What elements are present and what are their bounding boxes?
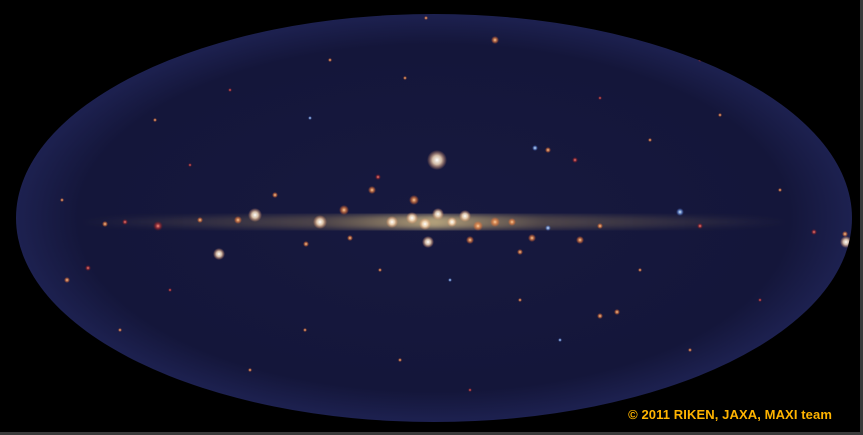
xray-source [308,116,312,120]
xray-source [432,208,444,220]
xray-source [197,217,203,223]
xray-source [718,113,722,117]
xray-source [303,328,307,332]
xray-source [403,76,407,80]
xray-source [153,221,163,231]
xray-source [448,278,452,282]
xray-source [597,223,603,229]
xray-source [491,36,499,44]
xray-source [422,236,434,248]
xray-source [64,277,70,283]
xray-source [213,248,225,260]
xray-source [347,235,353,241]
xray-source [698,58,702,62]
xray-source [228,88,232,92]
xray-source [648,138,652,142]
xray-source [188,163,192,167]
xray-source [572,157,578,163]
xray-source [532,145,538,151]
xray-source [85,265,91,271]
xray-source [558,338,562,342]
xray-source [368,186,376,194]
xray-source [386,216,398,228]
xray-source [676,208,684,216]
xray-source [840,236,852,248]
xray-source [153,118,157,122]
xray-source [528,234,536,242]
credit-text: © 2011 RIKEN, JAXA, MAXI team [628,407,832,422]
xray-sources [60,16,852,392]
xray-source [576,236,584,244]
xray-source [378,268,382,272]
xray-source [248,368,252,372]
xray-source [597,313,603,319]
xray-source [468,388,472,392]
xray-source [518,298,522,302]
xray-source [614,309,620,315]
xray-source [406,212,418,224]
xray-source [517,249,523,255]
xray-source [545,147,551,153]
xray-source [842,231,848,237]
xray-source [375,174,381,180]
xray-source [778,188,782,192]
xray-source [697,223,703,229]
xray-source [272,192,278,198]
xray-source [168,288,172,292]
xray-source [508,218,516,226]
xray-source [313,215,327,229]
xray-source [122,219,128,225]
xray-source [424,16,428,20]
xray-source [688,348,692,352]
xray-source [638,268,642,272]
xray-source [466,236,474,244]
xray-source [473,221,483,231]
xray-source [811,229,817,235]
xray-source [758,298,762,302]
xray-source [118,328,122,332]
xray-source [598,96,602,100]
xray-source [248,208,262,222]
xray-source [490,217,500,227]
xray-source [409,195,419,205]
xray-source [234,216,242,224]
xray-source [328,58,332,62]
xray-source [303,241,309,247]
xray-source [545,225,551,231]
xray-source [459,210,471,222]
xray-source [833,278,837,282]
xray-source [427,150,447,170]
xray-source [419,218,431,230]
xray-source [398,358,402,362]
xray-source [339,205,349,215]
xray-source [447,217,457,227]
xray-source [102,221,108,227]
xray-source [60,198,64,202]
